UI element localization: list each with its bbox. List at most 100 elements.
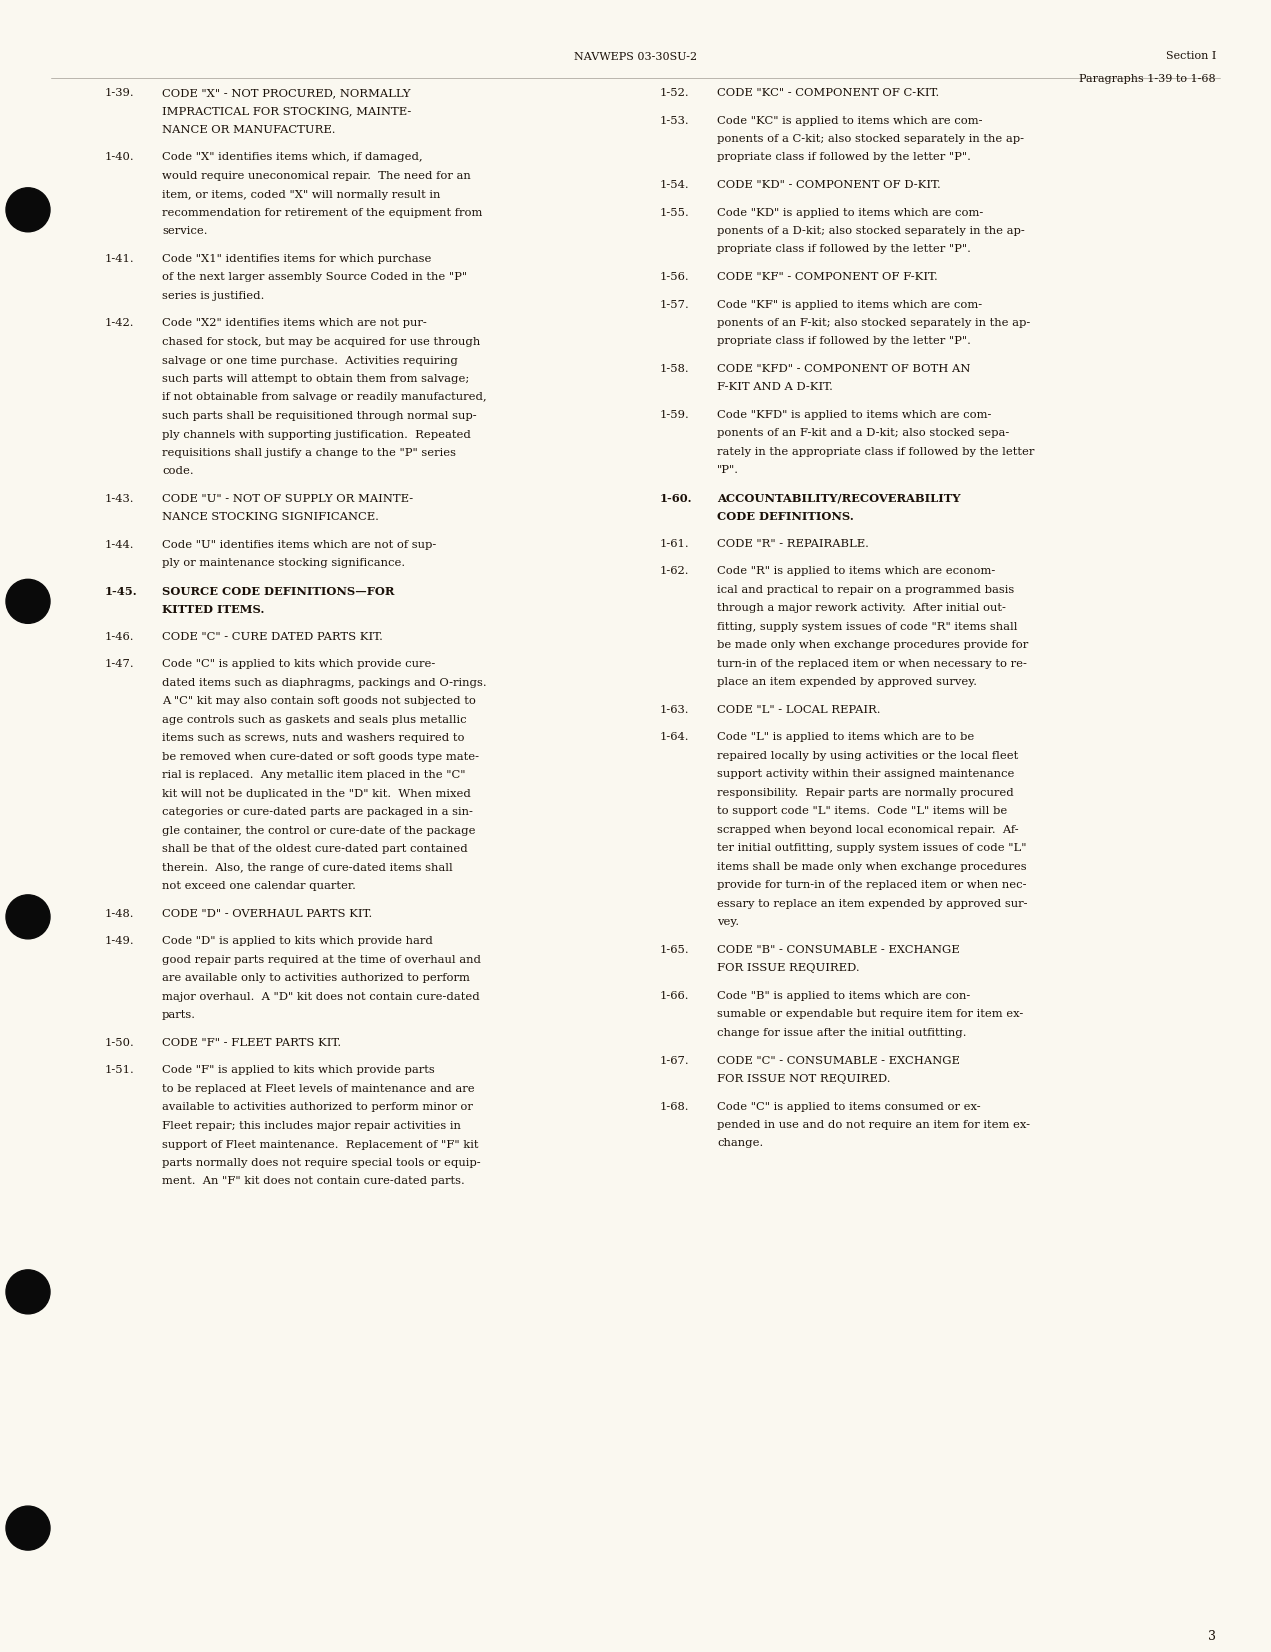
Text: service.: service. [161, 226, 207, 236]
Text: 1-43.: 1-43. [105, 494, 135, 504]
Text: rately in the appropriate class if followed by the letter: rately in the appropriate class if follo… [717, 448, 1035, 458]
Text: 1-64.: 1-64. [660, 732, 689, 742]
Text: 1-61.: 1-61. [660, 539, 690, 548]
Circle shape [6, 580, 50, 623]
Text: to support code "L" items.  Code "L" items will be: to support code "L" items. Code "L" item… [717, 806, 1007, 816]
Text: 1-39.: 1-39. [105, 88, 135, 97]
Text: propriate class if followed by the letter "P".: propriate class if followed by the lette… [717, 244, 971, 254]
Text: be removed when cure-dated or soft goods type mate-: be removed when cure-dated or soft goods… [161, 752, 479, 762]
Text: 1-68.: 1-68. [660, 1102, 689, 1112]
Text: responsibility.  Repair parts are normally procured: responsibility. Repair parts are normall… [717, 788, 1014, 798]
Text: ACCOUNTABILITY/RECOVERABILITY: ACCOUNTABILITY/RECOVERABILITY [717, 492, 961, 504]
Text: be made only when exchange procedures provide for: be made only when exchange procedures pr… [717, 641, 1028, 651]
Text: chased for stock, but may be acquired for use through: chased for stock, but may be acquired fo… [161, 337, 480, 347]
Text: ply or maintenance stocking significance.: ply or maintenance stocking significance… [161, 558, 405, 568]
Text: item, or items, coded "X" will normally result in: item, or items, coded "X" will normally … [161, 190, 440, 200]
Text: items such as screws, nuts and washers required to: items such as screws, nuts and washers r… [161, 733, 464, 743]
Text: CODE "X" - NOT PROCURED, NORMALLY: CODE "X" - NOT PROCURED, NORMALLY [161, 88, 411, 97]
Text: Code "KD" is applied to items which are com-: Code "KD" is applied to items which are … [717, 208, 984, 218]
Text: change for issue after the initial outfitting.: change for issue after the initial outfi… [717, 1028, 966, 1037]
Text: ponents of an F-kit and a D-kit; also stocked sepa-: ponents of an F-kit and a D-kit; also st… [717, 428, 1009, 438]
Text: place an item expended by approved survey.: place an item expended by approved surve… [717, 677, 977, 687]
Text: parts normally does not require special tools or equip-: parts normally does not require special … [161, 1158, 480, 1168]
Text: 1-59.: 1-59. [660, 410, 690, 420]
Text: 1-53.: 1-53. [660, 116, 690, 126]
Text: 1-57.: 1-57. [660, 299, 690, 309]
Text: 1-58.: 1-58. [660, 363, 690, 373]
Text: Code "F" is applied to kits which provide parts: Code "F" is applied to kits which provid… [161, 1066, 435, 1075]
Text: age controls such as gaskets and seals plus metallic: age controls such as gaskets and seals p… [161, 715, 466, 725]
Text: 1-50.: 1-50. [105, 1037, 135, 1047]
Text: major overhaul.  A "D" kit does not contain cure-dated: major overhaul. A "D" kit does not conta… [161, 991, 479, 1003]
Circle shape [6, 895, 50, 938]
Text: ical and practical to repair on a programmed basis: ical and practical to repair on a progra… [717, 585, 1014, 595]
Text: 1-46.: 1-46. [105, 633, 135, 643]
Text: 1-60.: 1-60. [660, 492, 693, 504]
Text: scrapped when beyond local economical repair.  Af-: scrapped when beyond local economical re… [717, 824, 1018, 834]
Text: CODE "D" - OVERHAUL PARTS KIT.: CODE "D" - OVERHAUL PARTS KIT. [161, 909, 372, 919]
Text: Code "X" identifies items which, if damaged,: Code "X" identifies items which, if dama… [161, 152, 423, 162]
Text: Code "L" is applied to items which are to be: Code "L" is applied to items which are t… [717, 732, 975, 742]
Text: therein.  Also, the range of cure-dated items shall: therein. Also, the range of cure-dated i… [161, 862, 452, 872]
Text: CODE "KFD" - COMPONENT OF BOTH AN: CODE "KFD" - COMPONENT OF BOTH AN [717, 363, 970, 373]
Text: Code "R" is applied to items which are econom-: Code "R" is applied to items which are e… [717, 567, 995, 577]
Text: Fleet repair; this includes major repair activities in: Fleet repair; this includes major repair… [161, 1122, 461, 1132]
Text: IMPRACTICAL FOR STOCKING, MAINTE-: IMPRACTICAL FOR STOCKING, MAINTE- [161, 106, 412, 117]
Text: Code "C" is applied to items consumed or ex-: Code "C" is applied to items consumed or… [717, 1102, 981, 1112]
Text: CODE "KC" - COMPONENT OF C-KIT.: CODE "KC" - COMPONENT OF C-KIT. [717, 88, 939, 97]
Text: 1-41.: 1-41. [105, 254, 135, 264]
Text: CODE "KF" - COMPONENT OF F-KIT.: CODE "KF" - COMPONENT OF F-KIT. [717, 273, 938, 282]
Text: CODE "KD" - COMPONENT OF D-KIT.: CODE "KD" - COMPONENT OF D-KIT. [717, 180, 941, 190]
Text: FOR ISSUE NOT REQUIRED.: FOR ISSUE NOT REQUIRED. [717, 1074, 891, 1084]
Text: Paragraphs 1-39 to 1-68: Paragraphs 1-39 to 1-68 [1079, 74, 1216, 84]
Text: code.: code. [161, 466, 193, 476]
Text: shall be that of the oldest cure-dated part contained: shall be that of the oldest cure-dated p… [161, 844, 468, 854]
Text: support of Fleet maintenance.  Replacement of "F" kit: support of Fleet maintenance. Replacemen… [161, 1140, 478, 1150]
Circle shape [6, 188, 50, 231]
Text: such parts shall be requisitioned through normal sup-: such parts shall be requisitioned throug… [161, 411, 477, 421]
Text: Code "U" identifies items which are not of sup-: Code "U" identifies items which are not … [161, 540, 436, 550]
Text: 1-67.: 1-67. [660, 1056, 690, 1066]
Text: Code "KF" is applied to items which are com-: Code "KF" is applied to items which are … [717, 299, 982, 309]
Text: CODE "C" - CONSUMABLE - EXCHANGE: CODE "C" - CONSUMABLE - EXCHANGE [717, 1056, 960, 1066]
Text: "P".: "P". [717, 466, 738, 476]
Text: fitting, supply system issues of code "R" items shall: fitting, supply system issues of code "R… [717, 623, 1018, 633]
Text: 1-51.: 1-51. [105, 1066, 135, 1075]
Text: Code "D" is applied to kits which provide hard: Code "D" is applied to kits which provid… [161, 937, 433, 947]
Text: 1-45.: 1-45. [105, 586, 137, 596]
Text: SOURCE CODE DEFINITIONS—FOR: SOURCE CODE DEFINITIONS—FOR [161, 586, 394, 596]
Text: CODE "L" - LOCAL REPAIR.: CODE "L" - LOCAL REPAIR. [717, 705, 881, 715]
Text: 1-63.: 1-63. [660, 705, 689, 715]
Text: 1-66.: 1-66. [660, 991, 689, 1001]
Text: CODE "B" - CONSUMABLE - EXCHANGE: CODE "B" - CONSUMABLE - EXCHANGE [717, 945, 960, 955]
Text: through a major rework activity.  After initial out-: through a major rework activity. After i… [717, 603, 1005, 613]
Text: items shall be made only when exchange procedures: items shall be made only when exchange p… [717, 862, 1027, 872]
Text: 1-40.: 1-40. [105, 152, 135, 162]
Text: 1-54.: 1-54. [660, 180, 690, 190]
Text: ment.  An "F" kit does not contain cure-dated parts.: ment. An "F" kit does not contain cure-d… [161, 1176, 465, 1186]
Text: parts.: parts. [161, 1011, 196, 1021]
Text: ply channels with supporting justification.  Repeated: ply channels with supporting justificati… [161, 430, 470, 439]
Text: turn-in of the replaced item or when necessary to re-: turn-in of the replaced item or when nec… [717, 659, 1027, 669]
Text: sumable or expendable but require item for item ex-: sumable or expendable but require item f… [717, 1009, 1023, 1019]
Text: 1-49.: 1-49. [105, 937, 135, 947]
Text: Code "KFD" is applied to items which are com-: Code "KFD" is applied to items which are… [717, 410, 991, 420]
Text: available to activities authorized to perform minor or: available to activities authorized to pe… [161, 1102, 473, 1112]
Text: Section I: Section I [1166, 51, 1216, 61]
Text: pended in use and do not require an item for item ex-: pended in use and do not require an item… [717, 1120, 1030, 1130]
Text: 1-48.: 1-48. [105, 909, 135, 919]
Text: vey.: vey. [717, 917, 740, 927]
Text: 1-56.: 1-56. [660, 273, 690, 282]
Circle shape [6, 1270, 50, 1313]
Text: NAVWEPS 03-30SU-2: NAVWEPS 03-30SU-2 [574, 51, 697, 63]
Text: ponents of a D-kit; also stocked separately in the ap-: ponents of a D-kit; also stocked separat… [717, 226, 1024, 236]
Text: salvage or one time purchase.  Activities requiring: salvage or one time purchase. Activities… [161, 355, 458, 365]
Text: CODE "F" - FLEET PARTS KIT.: CODE "F" - FLEET PARTS KIT. [161, 1037, 341, 1047]
Text: recommendation for retirement of the equipment from: recommendation for retirement of the equ… [161, 208, 483, 218]
Text: Code "X1" identifies items for which purchase: Code "X1" identifies items for which pur… [161, 254, 431, 264]
Text: CODE "R" - REPAIRABLE.: CODE "R" - REPAIRABLE. [717, 539, 869, 548]
Text: ponents of a C-kit; also stocked separately in the ap-: ponents of a C-kit; also stocked separat… [717, 134, 1024, 144]
Text: ter initial outfitting, supply system issues of code "L": ter initial outfitting, supply system is… [717, 844, 1027, 854]
Text: rial is replaced.  Any metallic item placed in the "C": rial is replaced. Any metallic item plac… [161, 770, 465, 780]
Text: 1-52.: 1-52. [660, 88, 690, 97]
